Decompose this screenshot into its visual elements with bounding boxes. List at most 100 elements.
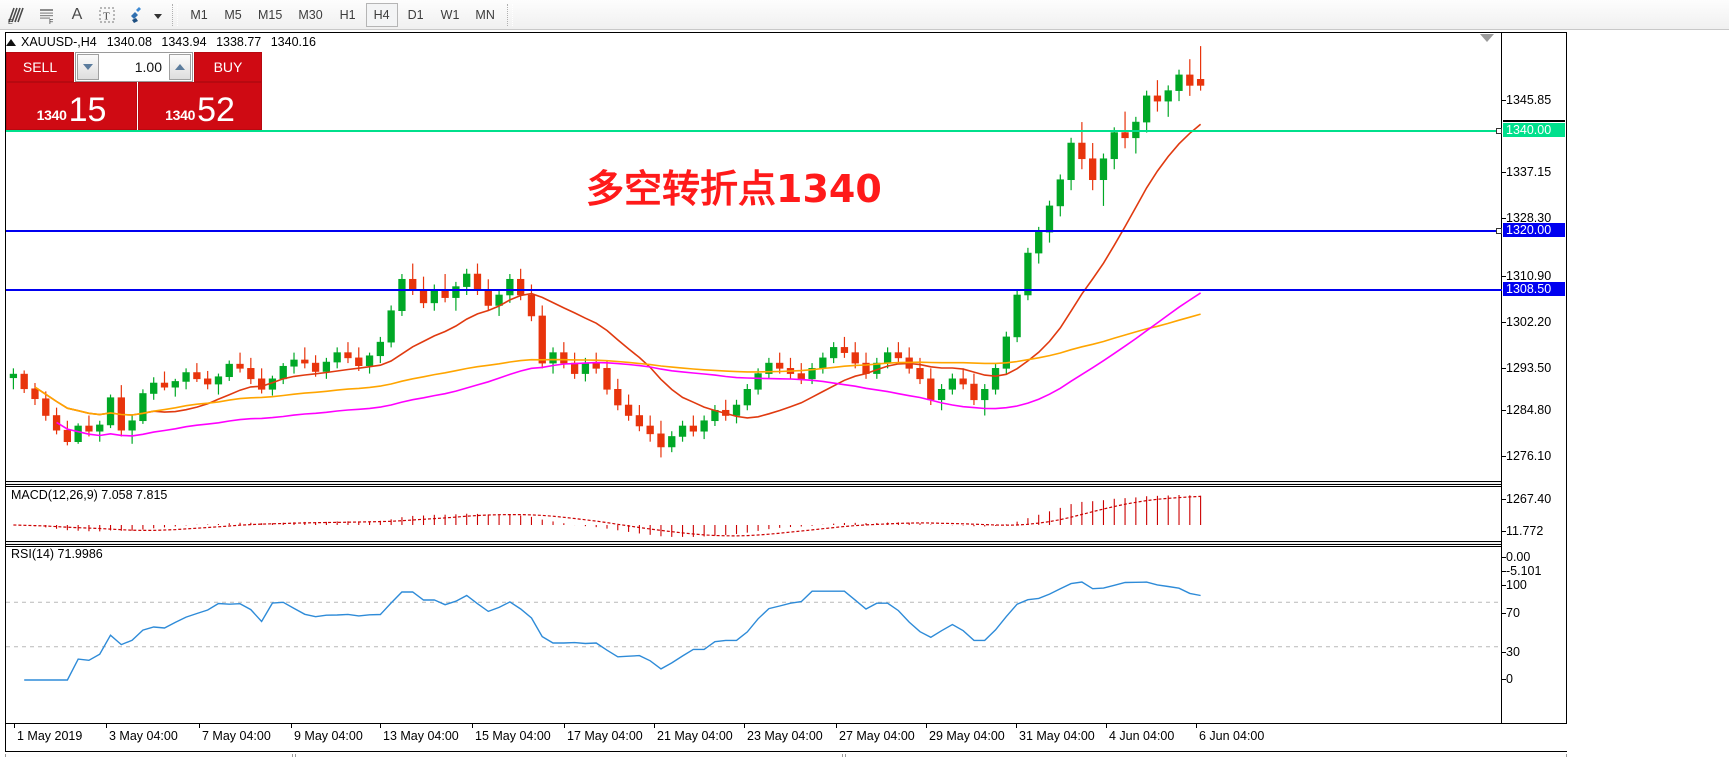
window-tab-3[interactable]: [845, 754, 1567, 757]
level-tag-1320: 1320.00: [1503, 223, 1565, 237]
timeframe-button-h4[interactable]: H4: [365, 2, 398, 27]
oct-price-row: 1340 15 1340 52: [6, 82, 262, 130]
volume-field[interactable]: 1.00: [75, 52, 193, 82]
window-tab-1[interactable]: [5, 754, 293, 757]
ohlc-low: 1338.77: [216, 35, 262, 49]
timeframe-button-h1[interactable]: H1: [339, 7, 356, 22]
ohlc-high: 1343.94: [161, 35, 207, 49]
price-scale-tick: 1345.85: [1501, 93, 1552, 107]
time-axis-tick: [744, 724, 745, 728]
bid-price-display[interactable]: 1340 15: [6, 82, 137, 130]
level-tag-1308: 1308.50: [1503, 282, 1565, 296]
timeframe-button-m1[interactable]: M1: [190, 7, 208, 22]
time-axis-label: 23 May 04:00: [747, 729, 823, 743]
time-axis-tick: [380, 724, 381, 728]
bid-price-prefix: 1340: [36, 107, 67, 123]
line-handle[interactable]: [1496, 228, 1502, 234]
svg-text:F: F: [49, 19, 53, 25]
timeframe-button-m30[interactable]: M30: [298, 7, 323, 22]
chart-scroll-arrow-icon[interactable]: [1480, 34, 1494, 42]
timeframe-button-w1[interactable]: W1: [440, 7, 460, 22]
candlestick-canvas: [9, 46, 1205, 458]
grid-icon[interactable]: F: [32, 2, 62, 28]
macd-pane: [6, 486, 1502, 541]
svg-text:E: E: [8, 19, 13, 25]
time-axis-tick: [14, 724, 15, 728]
timeframe-button-m5[interactable]: M5: [224, 7, 242, 22]
price-scale-tick: 1267.40: [1501, 492, 1552, 506]
timeframe-button-m15[interactable]: M15: [258, 7, 283, 22]
time-axis-tick: [199, 724, 200, 728]
bottom-window-strip: [0, 754, 1729, 757]
time-axis-label: 27 May 04:00: [839, 729, 915, 743]
chart-area[interactable]: 多空转折点1340 MACD(12,26,9) 7.058 7.815 RSI(…: [0, 30, 1729, 757]
pane-divider-macd[interactable]: [6, 481, 1502, 485]
support-line-1308[interactable]: [6, 289, 1502, 291]
text-label-icon[interactable]: T: [92, 2, 122, 28]
macd-scale-tick: -5.101: [1501, 564, 1542, 578]
collapse-triangle-icon[interactable]: [6, 38, 16, 46]
window-tab-2[interactable]: [295, 754, 843, 757]
bid-price-pips: 15: [68, 91, 107, 129]
price-scale-tick: 1337.15: [1501, 165, 1552, 179]
time-axis-tick: [106, 724, 107, 728]
time-axis-label: 21 May 04:00: [657, 729, 733, 743]
current-price-line[interactable]: [6, 128, 1502, 134]
time-axis-label: 31 May 04:00: [1019, 729, 1095, 743]
time-axis-label: 3 May 04:00: [109, 729, 178, 743]
price-scale-tick: 1310.90: [1501, 269, 1552, 283]
current-price-tag: 1340.00: [1503, 120, 1565, 137]
time-axis-tick: [926, 724, 927, 728]
volume-value[interactable]: 1.00: [134, 59, 162, 75]
macd-label: MACD(12,26,9) 7.058 7.815: [11, 488, 168, 502]
rsi-scale-tick: 70: [1502, 606, 1520, 620]
time-axis[interactable]: 1 May 2019 3 May 04:00 7 May 04:00 9 May 04…: [5, 724, 1567, 752]
buy-button[interactable]: BUY: [194, 52, 262, 82]
time-axis-label: 29 May 04:00: [929, 729, 1005, 743]
time-axis-label: 9 May 04:00: [294, 729, 363, 743]
rsi-scale-tick: 0: [1502, 672, 1513, 686]
price-scale-tick: 1293.50: [1501, 361, 1552, 375]
time-axis-tick: [1106, 724, 1107, 728]
price-scale-tick: 1302.20: [1501, 315, 1552, 329]
toolbar-separator: [172, 3, 178, 26]
symbol-ohlc: 1340.08 1343.94 1338.77 1340.16: [107, 35, 322, 49]
time-axis-tick: [654, 724, 655, 728]
time-axis-label: 15 May 04:00: [475, 729, 551, 743]
oct-top-row: SELL 1.00 BUY: [6, 52, 262, 82]
ohlc-close: 1340.16: [270, 35, 316, 49]
price-scale-tick: 1276.10: [1501, 449, 1552, 463]
text-tool-icon[interactable]: A: [71, 5, 83, 23]
time-axis-label: 7 May 04:00: [202, 729, 271, 743]
line-handle[interactable]: [1496, 128, 1502, 134]
macd-scale-tick: 11.772: [1501, 524, 1544, 538]
price-scale-tick: 1284.80: [1501, 403, 1552, 417]
indicators-icon[interactable]: E: [2, 2, 32, 28]
time-axis-tick: [1016, 724, 1017, 728]
one-click-trading-panel[interactable]: SELL 1.00 BUY 1340 15 1340 52: [6, 52, 262, 130]
resistance-line-1320[interactable]: [6, 228, 1502, 234]
rsi-pane: [6, 546, 1502, 683]
ohlc-open: 1340.08: [106, 35, 152, 49]
ask-price-display[interactable]: 1340 52: [138, 82, 262, 130]
symbol-header: XAUUSD-,H4 1340.08 1343.94 1338.77 1340.…: [6, 33, 322, 51]
macd-canvas: [13, 495, 1202, 537]
macd-scale-tick: 0.00: [1501, 550, 1531, 564]
objects-icon[interactable]: [122, 2, 152, 28]
sell-button[interactable]: SELL: [6, 52, 74, 82]
objects-dropdown-icon[interactable]: [152, 2, 168, 28]
rsi-scale-tick: 100: [1502, 578, 1527, 592]
time-axis-tick: [564, 724, 565, 728]
volume-increment-button[interactable]: [169, 54, 191, 80]
ask-price-pips: 52: [197, 91, 235, 129]
price-scale[interactable]: 1345.85 1337.15 1328.30 1310.90 1302.20 1293.…: [1501, 33, 1566, 723]
pane-divider-rsi[interactable]: [6, 541, 1502, 545]
time-axis-tick: [1196, 724, 1197, 728]
timeframe-button-mn[interactable]: MN: [475, 7, 495, 22]
chart-annotation-text: 多空转折点1340: [586, 167, 882, 211]
toolbar-separator-right: [506, 3, 513, 26]
timeframe-button-d1[interactable]: D1: [407, 7, 424, 22]
volume-decrement-button[interactable]: [77, 54, 99, 80]
time-axis-tick: [291, 724, 292, 728]
